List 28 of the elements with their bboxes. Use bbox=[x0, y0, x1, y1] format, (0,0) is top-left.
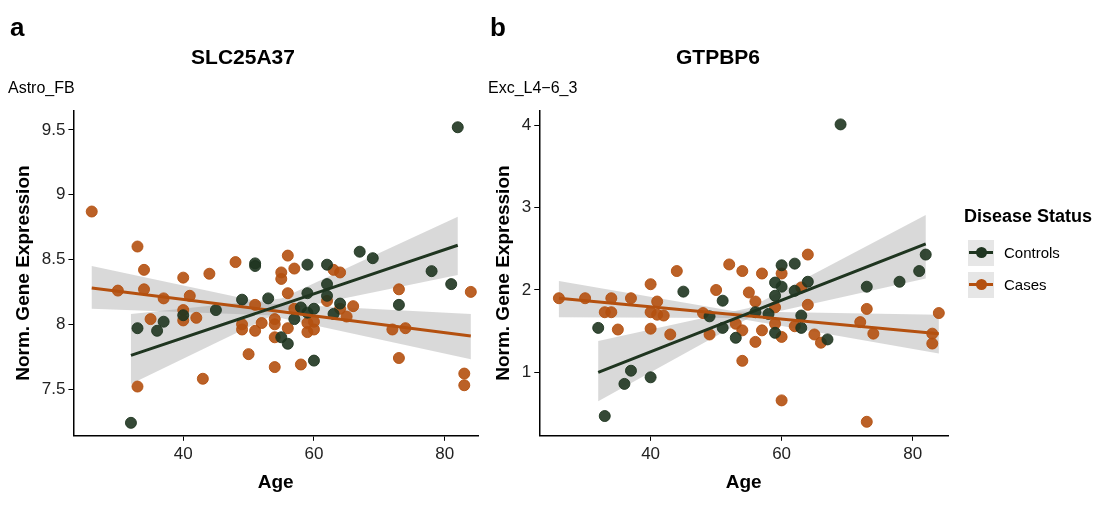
y-tick-label: 1 bbox=[521, 362, 532, 382]
chart-subtitle: Exc_L4−6_3 bbox=[488, 79, 578, 98]
y-tick-label: 2 bbox=[521, 279, 532, 299]
y-tick-label: 3 bbox=[521, 197, 532, 217]
chart-title: SLC25A37 bbox=[191, 45, 295, 69]
y-tick-label: 8 bbox=[55, 314, 66, 333]
x-tick-label: 80 bbox=[903, 443, 923, 463]
legend-title: Disease Status bbox=[964, 205, 1093, 227]
y-tick-label: 7.5 bbox=[41, 378, 66, 398]
y-axis-title: Norm. Gene Expression bbox=[11, 165, 33, 381]
y-tick-label: 8.5 bbox=[41, 249, 66, 269]
x-tick-label: 40 bbox=[641, 443, 661, 463]
y-tick-label: 9 bbox=[55, 184, 66, 204]
x-tick-label: 40 bbox=[173, 443, 193, 463]
x-tick-label: 80 bbox=[435, 443, 455, 463]
y-tick-label: 9.5 bbox=[41, 119, 66, 139]
text: b bbox=[490, 12, 506, 43]
chart-subtitle: Astro_FB bbox=[8, 79, 75, 98]
legend-label: Cases bbox=[1004, 276, 1047, 293]
legend-label: Controls bbox=[1004, 244, 1060, 261]
x-tick-label: 60 bbox=[304, 443, 324, 463]
y-tick-label: 4 bbox=[521, 114, 532, 134]
x-tick-label: 60 bbox=[772, 443, 792, 463]
y-axis-title: Norm. Gene Expression bbox=[491, 165, 513, 381]
x-axis-title: Age bbox=[257, 470, 294, 492]
text: a bbox=[10, 12, 25, 43]
chart-title: GTPBP6 bbox=[675, 45, 761, 69]
x-axis-title: Age bbox=[725, 470, 762, 492]
